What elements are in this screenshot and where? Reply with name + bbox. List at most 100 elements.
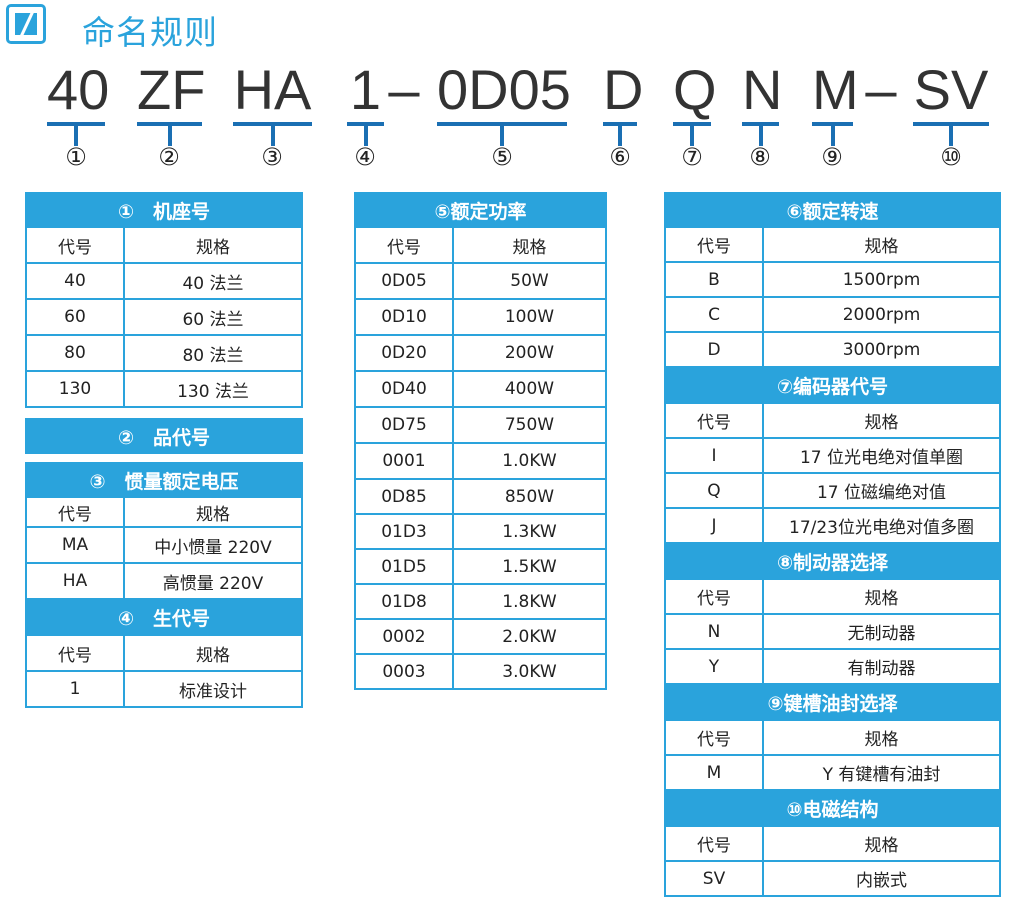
spec-cell: 200W [504,343,555,363]
table-row: 0D75 750W [354,408,607,444]
table-row: I 17 位光电绝对值单圈 [664,439,1001,474]
left-spec-tables: ① 机座号 代号 规格 40 40 法兰 60 60 法兰 80 80 法兰 130 130 法兰 ②… [25,192,303,708]
spec-cell: 规格 [864,730,899,750]
code-cell: MA [27,528,125,562]
table-row: 60 60 法兰 [25,300,303,336]
spec-cell: 400W [504,379,555,399]
spec-cell: 2.0KW [502,626,557,647]
spec-cell: 1.0KW [502,451,557,471]
table-header-row: 代号 规格 [664,721,1001,756]
spec-cell: 100W [504,307,555,327]
code-cell: D [666,333,764,366]
code-cell: 0003 [356,655,454,688]
code-cell: Y [666,650,764,683]
index-number: ⑧ [749,143,771,171]
spec-cell: 1500rpm [842,269,921,290]
spec-cell: 3000rpm [842,339,921,360]
index-number: ② [158,143,180,171]
table-row: M Y 有键槽有油封 [664,756,1001,791]
table-header-row: 代号 规格 [664,404,1001,439]
section-header: ⑦编码器代号 [664,368,1001,404]
spec-cell: 内嵌式 [856,871,907,891]
table-row: 01D5 1.5KW [354,550,607,585]
code-segment-6: D [603,62,643,146]
spec-cell: 1.8KW [502,591,557,612]
table-row: 80 80 法兰 [25,336,303,372]
code-cell: 0D40 [356,372,454,406]
table-row: 130 130 法兰 [25,372,303,408]
spec-cell: 1.5KW [502,556,557,577]
code-cell: 0D10 [356,300,454,334]
code-segment-4: 1 [347,62,384,146]
table-row: 0D20 200W [354,336,607,372]
section-header: ① 机座号 [25,192,303,228]
code-cell: 代号 [666,580,764,613]
table-row: N 无制动器 [664,615,1001,650]
right-spec-tables: ⑥额定转速 代号 规格 B 1500rpm C 2000rpm D 3000rpm ⑦编码器代号代… [664,192,1001,897]
spec-cell: 130 法兰 [177,381,249,402]
table-row: 0D10 100W [354,300,607,336]
index-number: ⑨ [821,143,843,171]
table-row: D 3000rpm [664,333,1001,368]
spec-cell: 标准设计 [179,681,247,702]
spec-cell: 750W [504,415,555,435]
section-header: ⑨键槽油封选择 [664,685,1001,721]
code-cell: 代号 [27,498,125,526]
spec-cell: 规格 [864,237,899,257]
section-header: ⑥额定转速 [664,192,1001,228]
table-row: Y 有制动器 [664,650,1001,685]
section-header: ⑧制动器选择 [664,544,1001,580]
code-segment-8: N [742,62,782,146]
index-number: ⑦ [681,143,703,171]
table-header-row: 代号 规格 [664,827,1001,862]
table-row: 01D3 1.3KW [354,515,607,550]
spec-cell: Y 有键槽有油封 [822,765,941,785]
table-row: 0001 1.0KW [354,444,607,480]
code-cell: 0002 [356,620,454,653]
table-header-row: 代号 规格 [25,636,303,672]
table-row: MA 中小惯量 220V [25,528,303,564]
spec-cell: 17 位磁编绝对值 [816,483,947,503]
table-header-row: 代号 规格 [25,228,303,264]
spec-cell: 规格 [196,645,230,666]
code-segment-5: 0D05 [437,62,571,146]
table-header-row: 代号 规格 [25,498,303,528]
section-header: ③ 惯量额定电压 [25,462,303,498]
table-row: 0003 3.0KW [354,655,607,690]
code-cell: B [666,263,764,296]
code-cell: 01D3 [356,515,454,548]
spec-cell: 40 法兰 [182,273,244,294]
table-header-row: 代号 规格 [664,580,1001,615]
code-segment-2: ZF [137,62,205,146]
spec-cell: 60 法兰 [182,309,244,330]
table-row: HA 高惯量 220V [25,564,303,600]
spec-cell: 17/23位光电绝对值多圈 [789,518,974,538]
power-spec-table: ⑤额定功率 代号 规格 0D05 50W 0D10 100W 0D20 200W 0D40 400W… [354,192,607,690]
spec-cell: 80 法兰 [182,345,244,366]
page-title: 命名规则 [82,13,218,52]
spec-cell: 无制动器 [847,624,916,644]
code-cell: 0001 [356,444,454,478]
code-cell: 0D05 [356,264,454,298]
code-cell: 40 [27,264,125,298]
code-cell: 80 [27,336,125,370]
logo-icon [6,4,46,44]
spec-cell: 850W [504,486,555,507]
section-header: ② 品代号 [25,418,303,454]
code-cell: 01D8 [356,585,454,618]
table-row: 0D40 400W [354,372,607,408]
code-cell: 代号 [666,228,764,261]
table-row: 0002 2.0KW [354,620,607,655]
code-segment-10: SV [913,62,989,146]
table-row: 0D85 850W [354,480,607,515]
code-cell: 1 [27,672,125,706]
index-number: ① [65,143,87,171]
spec-cell: 规格 [196,237,230,258]
code-cell: 代号 [666,721,764,754]
code-segment-7: Q [673,62,717,146]
code-cell: 0D20 [356,336,454,370]
code-cell: HA [27,564,125,598]
spec-cell: 规格 [864,836,899,856]
index-number: ⑥ [609,143,631,171]
